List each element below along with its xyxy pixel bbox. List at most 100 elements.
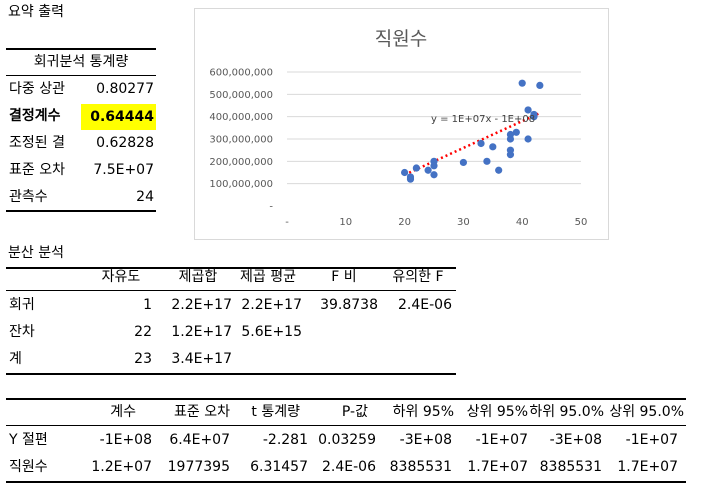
stat-value: 24	[136, 189, 154, 205]
coef-cell: 1.7E+07	[467, 459, 528, 475]
anova-cell: 1	[143, 297, 152, 313]
anova-title: 분산 분석	[8, 245, 64, 261]
coef-cell: 0.03259	[318, 432, 376, 448]
data-point	[430, 157, 438, 165]
anova-cell: 5.6E+15	[241, 324, 302, 340]
trendline-label: y = 1E+07x - 1E+08	[431, 114, 535, 125]
anova-cell: 3.4E+17	[171, 351, 232, 367]
coef-cell: -3E+08	[399, 432, 452, 448]
coef-cell: 6.4E+07	[169, 432, 230, 448]
coef-cell: 8385531	[539, 459, 602, 475]
chart-title: 직원수	[375, 28, 427, 50]
coef-cell: -3E+08	[549, 432, 602, 448]
anova-cell: 2.2E+17	[171, 297, 232, 313]
data-point	[524, 135, 532, 143]
stat-value: 0.62828	[96, 135, 154, 151]
chart-svg: 직원수 - 100,000,000 200,000,000 300,000,000 400…	[209, 28, 588, 228]
anova-cell: 23	[134, 351, 152, 367]
stats-bottom-rule	[6, 210, 156, 212]
anova-header-rule	[6, 290, 456, 291]
data-point	[430, 171, 438, 179]
anova-cell: 1.2E+17	[171, 324, 232, 340]
x-tick-label: -	[285, 217, 289, 228]
data-point	[495, 166, 503, 174]
coef-header: 표준 오차	[174, 404, 230, 420]
coef-header: 상위 95.0%	[609, 404, 684, 420]
stats-header: 회귀분석 통계량	[33, 54, 129, 70]
coef-cell: -2.281	[262, 432, 308, 448]
x-tick-label: 40	[516, 217, 529, 228]
data-point	[489, 143, 497, 151]
coef-row-label: 직원수	[9, 459, 48, 475]
y-tick-label: 100,000,000	[209, 179, 273, 190]
data-point	[483, 157, 491, 165]
coef-header: P-값	[341, 404, 368, 420]
data-point	[506, 146, 515, 154]
stat-label: 관측수	[9, 189, 48, 205]
anova-bottom-rule	[6, 373, 456, 375]
stat-label: 다중 상관	[9, 81, 65, 97]
stat-value-highlighted: 0.64444	[81, 104, 156, 130]
anova-row-label: 회귀	[9, 297, 35, 313]
y-tick-label: 600,000,000	[209, 68, 273, 79]
coef-cell: 2.4E-06	[322, 459, 376, 475]
stat-label: 표준 오차	[9, 162, 65, 178]
coef-cell: -1E+08	[99, 432, 152, 448]
stat-value: 7.5E+07	[93, 162, 154, 178]
stat-label: 조정된 결	[9, 135, 65, 151]
anova-header: F 비	[331, 269, 357, 285]
data-point	[406, 173, 415, 181]
coef-header: 상위 95%	[466, 404, 528, 420]
scatter-chart: 직원수 - 100,000,000 200,000,000 300,000,000 400…	[194, 8, 609, 240]
coef-cell: 1.7E+07	[617, 459, 678, 475]
coef-cell: 1977395	[167, 459, 230, 475]
anova-header: 유의한 F	[392, 269, 444, 285]
coef-cell: -1E+07	[475, 432, 528, 448]
data-point	[536, 81, 544, 89]
coef-header: 하위 95%	[392, 404, 454, 420]
anova-header: 제곱 평균	[240, 269, 296, 285]
data-point	[512, 128, 520, 136]
coef-top-rule	[6, 398, 686, 400]
data-point	[524, 106, 532, 114]
x-tick-label: 30	[457, 217, 470, 228]
x-tick-label: 50	[575, 217, 588, 228]
data-point	[412, 164, 420, 172]
stat-label: 결정계수	[9, 108, 61, 124]
coef-cell: 6.31457	[250, 459, 308, 475]
anova-cell: 22	[134, 324, 152, 340]
y-tick-label: 400,000,000	[209, 112, 273, 123]
coef-cell: -1E+07	[625, 432, 678, 448]
coef-bottom-rule	[6, 481, 686, 483]
anova-header: 자유도	[101, 269, 141, 285]
coef-cell: 8385531	[389, 459, 452, 475]
coef-cell: 1.2E+07	[91, 459, 152, 475]
data-point	[477, 139, 485, 148]
x-tick-label: 10	[339, 217, 352, 228]
anova-header: 제곱합	[178, 269, 218, 285]
data-point	[506, 130, 515, 139]
data-point	[401, 168, 409, 177]
coef-header-rule	[6, 425, 686, 426]
coef-row-label: Y 절편	[9, 432, 48, 448]
anova-row-label: 계	[9, 351, 22, 367]
anova-row-label: 잔차	[9, 324, 35, 340]
stats-top-rule	[6, 48, 156, 50]
anova-cell: 2.2E+17	[241, 297, 302, 313]
anova-cell: 39.8738	[320, 297, 378, 313]
data-point	[530, 110, 538, 119]
data-point	[424, 166, 432, 174]
y-tick-label: 300,000,000	[209, 135, 273, 146]
data-point	[459, 158, 467, 167]
x-tick-label: 20	[398, 217, 411, 228]
anova-cell: 2.4E-06	[398, 297, 452, 313]
y-tick-label: 200,000,000	[209, 157, 273, 168]
anova-top-rule	[6, 267, 456, 269]
data-point	[518, 79, 526, 87]
stats-header-rule	[6, 75, 156, 76]
y-tick-label: -	[269, 202, 273, 213]
coef-header: t 통계량	[251, 404, 300, 420]
coef-header: 계수	[110, 404, 136, 420]
summary-title: 요약 출력	[8, 4, 64, 20]
stat-value: 0.80277	[96, 81, 154, 97]
